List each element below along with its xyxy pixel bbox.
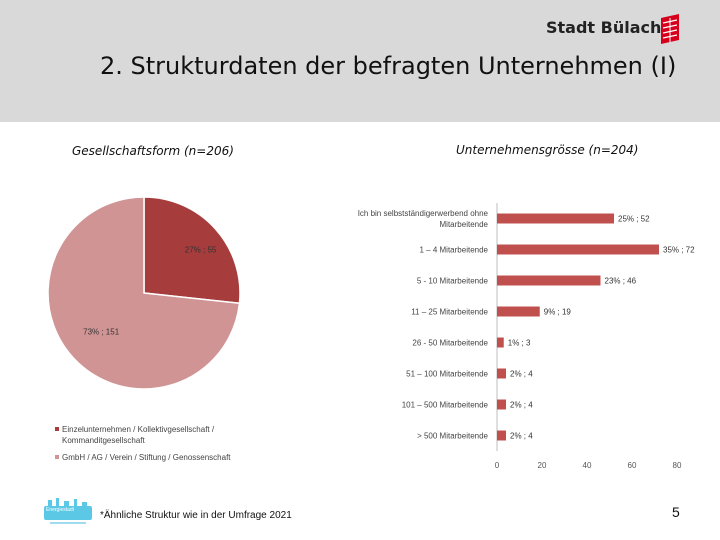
legend-label: Einzelunternehmen / Kollektivgesellschaf… (62, 425, 215, 445)
page-number: 5 (672, 504, 680, 520)
category-label-line: 101 – 500 Mitarbeitende (402, 401, 489, 410)
bar-chart: 25% ; 52 Ich bin selbstständigerwerbend o… (358, 203, 695, 470)
bar (497, 275, 601, 286)
bar-data-label: 2% ; 4 (510, 432, 533, 441)
x-tick-label: 40 (583, 461, 592, 470)
bar-data-label: 35% ; 72 (663, 246, 695, 255)
x-tick-label: 60 (628, 461, 637, 470)
legend-swatch-dark (55, 427, 59, 431)
bar-data-label: 9% ; 19 (544, 308, 572, 317)
bar-data-label: 2% ; 4 (510, 401, 533, 410)
category-label-line: Ich bin selbstständigerwerbend ohne (358, 209, 489, 218)
bar-data-label: 25% ; 52 (618, 215, 650, 224)
bar (497, 337, 504, 348)
category-label: 101 – 500 Mitarbeitende (402, 401, 489, 410)
bar (497, 306, 540, 317)
bar (497, 399, 506, 410)
category-label: > 500 Mitarbeitende (417, 432, 488, 441)
legend-label: GmbH / AG / Verein / Stiftung / Genossen… (62, 453, 231, 462)
category-label: 51 – 100 Mitarbeitende (406, 370, 488, 379)
category-label: 11 – 25 Mitarbeitende (411, 308, 488, 317)
category-label-line: 11 – 25 Mitarbeitende (411, 308, 488, 317)
bar (497, 213, 614, 224)
category-label-line: 1 – 4 Mitarbeitende (420, 246, 489, 255)
pie-chart: 27% ; 55 73% ; 151 (47, 196, 241, 390)
category-label: 1 – 4 Mitarbeitende (420, 246, 489, 255)
energiestadt-logo-icon (44, 498, 92, 524)
bar (497, 368, 506, 379)
category-label-line: 5 - 10 Mitarbeitende (417, 277, 489, 286)
pie-slice (143, 196, 241, 305)
bar-data-label: 23% ; 46 (605, 277, 637, 286)
page-title: 2. Strukturdaten der befragten Unternehm… (100, 52, 677, 80)
category-label: Ich bin selbstständigerwerbend ohne Mitar… (358, 209, 489, 229)
footer-logo-text: Energiestadt (46, 507, 75, 513)
category-label: 5 - 10 Mitarbeitende (417, 277, 489, 286)
bar-chart-title: Unternehmensgrösse (n=204) (456, 143, 639, 157)
category-label-line: Mitarbeitende (440, 220, 489, 229)
bar (497, 244, 659, 255)
x-tick-label: 0 (495, 461, 500, 470)
category-label-line: 26 - 50 Mitarbeitende (412, 339, 488, 348)
category-label-line: > 500 Mitarbeitende (417, 432, 488, 441)
legend-swatch-light (55, 455, 59, 459)
pie-slice (47, 196, 241, 390)
pie-data-label: 73% ; 151 (83, 327, 120, 336)
bar-data-label: 1% ; 3 (508, 339, 531, 348)
bar (497, 430, 506, 441)
category-label-line: 51 – 100 Mitarbeitende (406, 370, 488, 379)
x-tick-label: 80 (673, 461, 682, 470)
footnote: *Ähnliche Struktur wie in der Umfrage 20… (100, 510, 292, 521)
city-logo-icon (661, 14, 679, 44)
header-band (0, 0, 720, 122)
category-label: 26 - 50 Mitarbeitende (412, 339, 488, 348)
brand-name: Stadt Bülach (546, 18, 662, 37)
bar-data-label: 2% ; 4 (510, 370, 533, 379)
x-tick-label: 20 (538, 461, 547, 470)
pie-chart-title: Gesellschaftsform (n=206) (72, 144, 234, 158)
pie-data-label: 27% ; 55 (185, 245, 217, 254)
